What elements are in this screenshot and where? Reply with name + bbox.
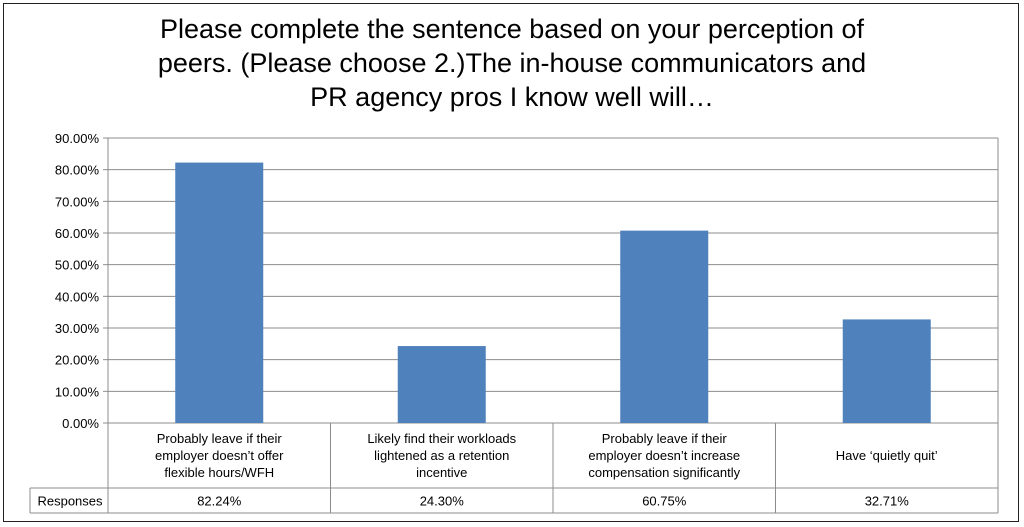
category-label: Probably leave if their [602,431,728,446]
table-value: 82.24% [197,494,242,509]
chart-title: Please complete the sentence based on yo… [0,12,1024,114]
y-tick-label: 80.00% [55,163,100,178]
category-label: incentive [416,465,467,480]
bar [175,162,264,423]
bar [620,230,709,423]
category-label: Have ‘quietly quit’ [836,448,938,463]
y-tick-label: 50.00% [55,258,100,273]
category-label: flexible hours/WFH [164,465,274,480]
chart-title-line-1: Please complete the sentence based on yo… [160,14,864,44]
chart-title-line-2: peers. (Please choose 2.)The in-house co… [157,48,867,78]
category-label: Probably leave if their [157,431,283,446]
chart-title-line-3: PR agency pros I know well will… [310,82,714,112]
table-value: 32.71% [865,494,910,509]
bar [397,346,486,423]
chart-frame [3,3,1019,522]
y-tick-label: 0.00% [62,416,99,431]
category-label: Likely find their workloads [367,431,516,446]
category-label: employer doesn’t offer [155,448,284,463]
y-tick-label: 20.00% [55,353,100,368]
y-tick-label: 90.00% [55,131,100,146]
table-value: 60.75% [642,494,687,509]
y-tick-label: 30.00% [55,321,100,336]
y-tick-label: 70.00% [55,194,100,209]
category-label: employer doesn’t increase [588,448,740,463]
category-label: lightened as a retention [374,448,509,463]
table-value: 24.30% [420,494,465,509]
category-label: compensation significantly [588,465,740,480]
series-name-label: Responses [37,494,103,509]
bar [842,319,931,423]
y-tick-label: 40.00% [55,289,100,304]
y-tick-label: 10.00% [55,384,100,399]
y-tick-label: 60.00% [55,226,100,241]
